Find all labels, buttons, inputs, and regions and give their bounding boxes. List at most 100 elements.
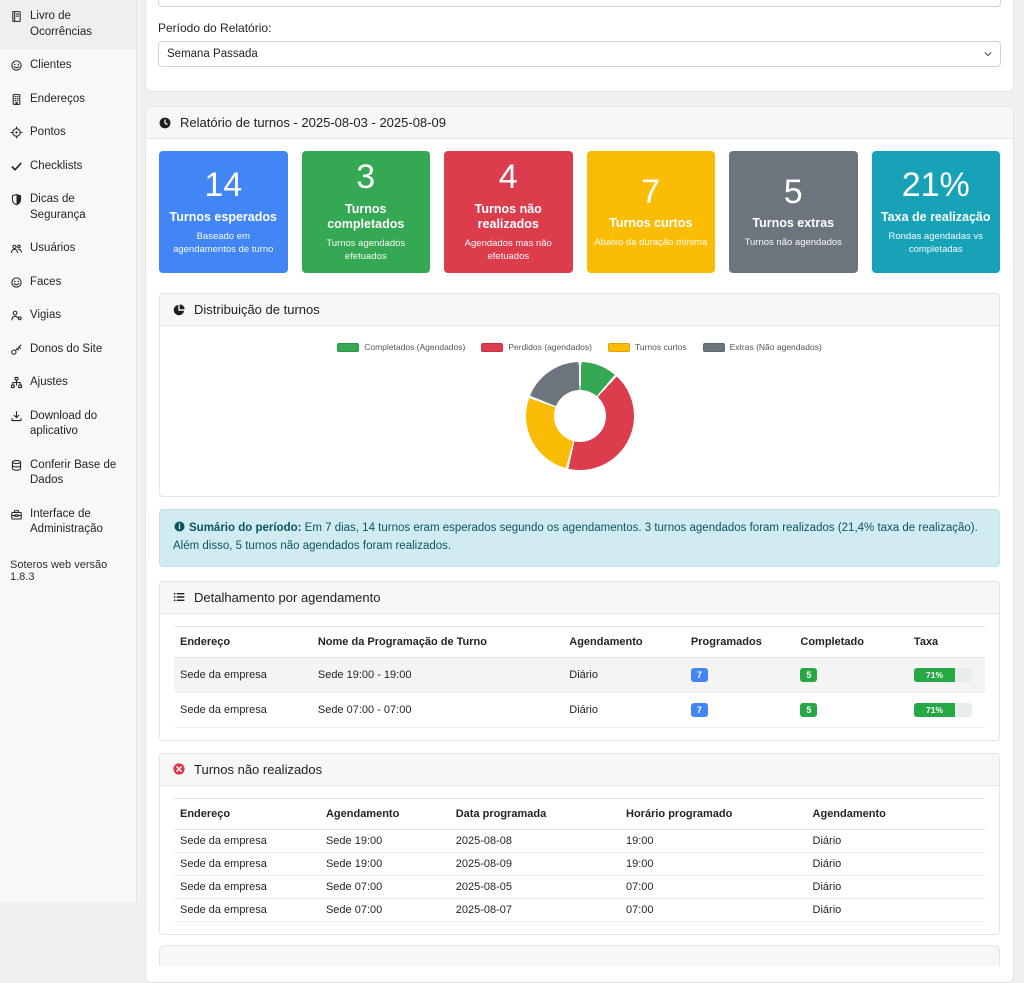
table-row: Sede da empresa Sede 19:00 - 19:00 Diário 7… xyxy=(174,657,985,693)
sidebar-item-clientes[interactable]: Clientes xyxy=(0,49,136,83)
missed-cell: 2025-08-09 xyxy=(449,852,621,876)
stat-value: 3 xyxy=(356,158,376,197)
sidebar-item-download-do-aplicativo[interactable]: Download do aplicativo xyxy=(0,400,136,449)
legend-label: Turnos curtos xyxy=(634,342,687,352)
book-icon xyxy=(10,10,23,23)
missed-column-header: Agendamento xyxy=(806,797,985,830)
missed-column-header: Endereço xyxy=(174,797,320,830)
missed-cell: Sede 07:00 xyxy=(319,875,450,899)
report-filter-panel: Período do Relatório: Semana Passada xyxy=(145,0,1014,92)
building-icon xyxy=(10,93,23,106)
taxa-progress-bar: 71% xyxy=(913,667,972,682)
legend-label: Extras (Não agendados) xyxy=(729,342,822,352)
sidebar-item-livro-de-ocorrencias[interactable]: Livro de Ocorrências xyxy=(0,0,136,50)
stat-value: 14 xyxy=(204,165,243,204)
distribution-panel: Distribuição de turnos Completados (Agen… xyxy=(159,293,1000,497)
table-row: Sede da empresa Sede 07:00 - 07:00 Diário 7… xyxy=(174,692,985,728)
detail-column-header: Agendamento xyxy=(563,625,685,658)
list-icon xyxy=(172,590,186,604)
missed-cell: Diário xyxy=(806,875,985,899)
detail-body: Endereço Nome da Programação de Turno Agen… xyxy=(160,614,999,740)
sidebar-item-label: Download do aplicativo xyxy=(30,409,98,438)
x-circle-icon xyxy=(172,762,186,776)
programados-badge: 7 xyxy=(690,702,708,717)
sidebar-item-donos-do-site[interactable]: Donos do Site xyxy=(0,333,136,367)
sidebar-item-label: Donos do Site xyxy=(30,342,103,355)
taxa-progress-fill: 71% xyxy=(913,667,956,682)
detail-column-header: Nome da Programação de Turno xyxy=(311,625,564,658)
distribution-header: Distribuição de turnos xyxy=(160,294,999,326)
sidebar-item-label: Checklists xyxy=(30,159,83,172)
missed-body: Endereço Agendamento Data programada Horári… xyxy=(160,786,999,934)
stat-value: 21% xyxy=(901,165,970,204)
stats-row: 14 Turnos esperados Baseado em agendamento… xyxy=(159,151,1000,273)
missed-cell: Sede da empresa xyxy=(174,829,320,853)
database-icon xyxy=(10,459,23,472)
detail-cell-agendamento: Diário xyxy=(569,703,598,716)
missed-header: Turnos não realizados xyxy=(160,753,999,786)
shield-icon xyxy=(10,193,23,206)
sidebar-item-checklists[interactable]: Checklists xyxy=(0,150,136,184)
sidebar-item-label: Pontos xyxy=(30,126,66,139)
detail-cell-taxa: 71% xyxy=(908,657,985,692)
next-panel-cutoff xyxy=(159,944,1000,966)
legend-swatch xyxy=(607,342,630,352)
stat-title: Turnos curtos xyxy=(609,216,693,231)
legend-item-perdidos-agendados: Perdidos (agendados) xyxy=(481,342,592,352)
sidebar-item-label: Conferir Base de Dados xyxy=(30,458,117,487)
detail-cell-endereco: Sede da empresa xyxy=(180,703,267,716)
stat-title: Taxa de realização xyxy=(880,209,991,224)
sidebar-item-conferir-base-de-dados[interactable]: Conferir Base de Dados xyxy=(0,449,136,498)
target-icon xyxy=(10,126,23,139)
detail-panel: Detalhamento por agendamento Endereço Nom… xyxy=(159,580,1000,741)
shift-report-panel: Relatório de turnos - 2025-08-03 - 2025-… xyxy=(145,106,1014,983)
sidebar-item-dicas-de-seguranca[interactable]: Dicas de Segurança xyxy=(0,183,136,232)
report-period-select[interactable]: Semana Passada xyxy=(158,41,1001,67)
missed-column-header: Data programada xyxy=(449,797,621,830)
sidebar-item-label: Livro de Ocorrências xyxy=(30,10,92,38)
stat-value: 5 xyxy=(783,172,803,211)
table-row: Sede da empresa Sede 19:00 2025-08-09 19:00… xyxy=(174,852,985,876)
detail-cell-endereco: Sede da empresa xyxy=(180,668,267,681)
sidebar: Livro de Ocorrências Clientes Endereços Pon… xyxy=(0,0,137,902)
report-period-label: Período do Relatório: xyxy=(158,21,272,35)
key-icon xyxy=(10,343,23,356)
distribution-body: Completados (Agendados) Perdidos (agendad… xyxy=(160,326,999,496)
sidebar-item-label: Ajustes xyxy=(30,376,68,389)
legend-label: Perdidos (agendados) xyxy=(508,342,592,352)
missed-table: Endereço Agendamento Data programada Horári… xyxy=(174,797,985,922)
sidebar-item-enderecos[interactable]: Endereços xyxy=(0,83,136,117)
stat-card-turnos-extras: 5 Turnos extras Turnos não agendados xyxy=(729,151,858,273)
missed-cell: Diário xyxy=(806,852,985,876)
completado-badge: 5 xyxy=(800,702,818,717)
sidebar-item-faces[interactable]: Faces xyxy=(0,266,136,300)
missed-cell: 2025-08-08 xyxy=(449,829,621,853)
sidebar-item-vigias[interactable]: Vigias xyxy=(0,299,136,333)
missed-cell: 19:00 xyxy=(620,852,807,876)
cutoff-input[interactable] xyxy=(158,0,1001,7)
sidebar-item-interface-de-administracao[interactable]: Interface de Administração xyxy=(0,498,136,547)
stat-card-turnos-nao-realizados: 4 Turnos não realizados Agendados mas não … xyxy=(444,151,573,273)
stat-value: 7 xyxy=(641,172,661,211)
stat-card-turnos-esperados: 14 Turnos esperados Baseado em agendamento… xyxy=(159,151,288,273)
shift-report-title: Relatório de turnos - 2025-08-03 - 2025-… xyxy=(180,115,446,130)
legend-item-turnos-curtos: Turnos curtos xyxy=(607,342,687,352)
detail-cell-agendamento: Diário xyxy=(569,668,598,681)
missed-cell: 07:00 xyxy=(620,875,807,899)
sidebar-item-usuarios[interactable]: Usuários xyxy=(0,232,136,266)
sidebar-item-label: Faces xyxy=(30,275,62,288)
missed-title: Turnos não realizados xyxy=(194,761,323,777)
legend-swatch xyxy=(481,342,504,352)
legend-label: Completados (Agendados) xyxy=(364,342,466,352)
legend-item-extras-nao-agendados: Extras (Não agendados) xyxy=(702,342,822,352)
detail-cell-programados: 7 xyxy=(685,692,794,727)
chart-legend: Completados (Agendados) Perdidos (agendad… xyxy=(174,342,985,352)
download-icon xyxy=(10,410,23,423)
sidebar-item-pontos[interactable]: Pontos xyxy=(0,116,136,150)
legend-swatch xyxy=(337,342,360,352)
toolbox-icon xyxy=(10,508,23,521)
sidebar-item-ajustes[interactable]: Ajustes xyxy=(0,366,136,400)
donut-hole xyxy=(553,390,606,442)
completado-badge: 5 xyxy=(800,667,818,682)
